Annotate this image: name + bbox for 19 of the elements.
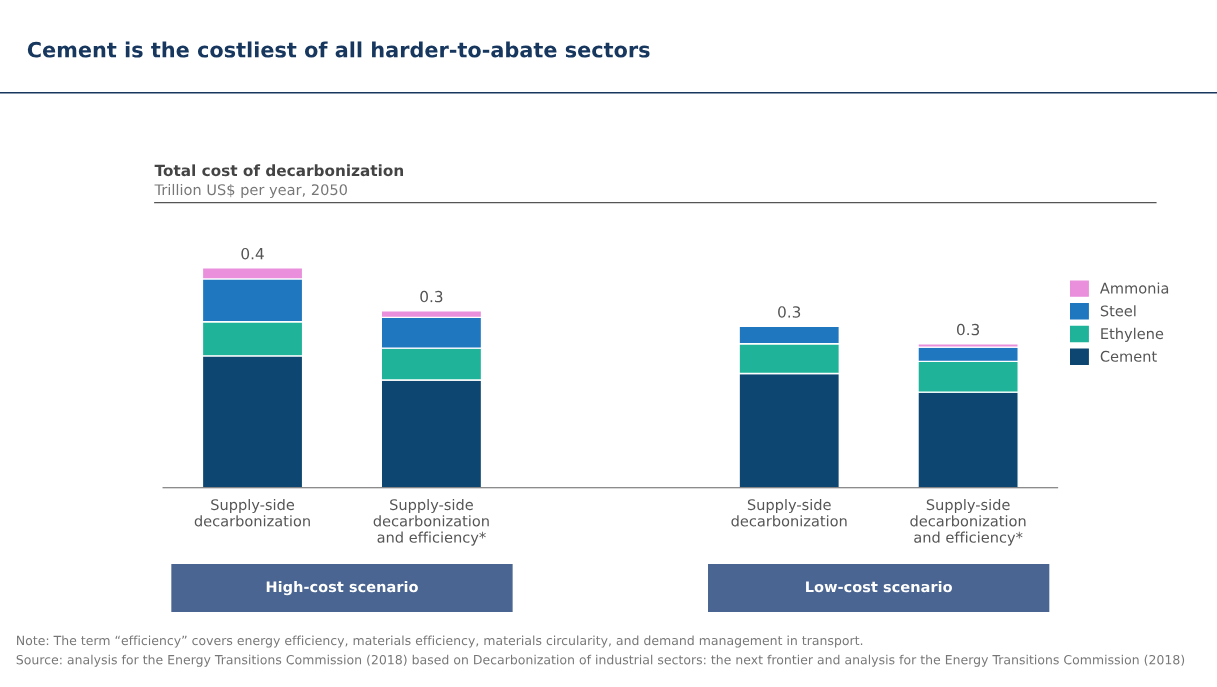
annotation: 0.3 (420, 290, 443, 303)
legend-label: Ethylene (1101, 327, 1164, 342)
text: Note: The term “efficiency” covers energy efficiency, materials efficiency, materials circularity, and demand management in transport. (17, 635, 863, 648)
legend-label: Steel (1100, 305, 1136, 317)
x-tick-label: Supply-side decarbonization (194, 498, 310, 527)
x-tick-label: Supply-side decarbonization and efficiency* (373, 498, 489, 546)
chart-subtitle: Total cost of decarbonization (154, 164, 404, 177)
source-note: Source: analysis for the Energy Transitions Commission (2018) based on Decarbonization of industrial sectors: the next frontier and analysis for the Energy Transitions Commission (2018) (16, 654, 1185, 667)
chart-title: Cement is the costliest of all harder-to-abate sectors (27, 41, 650, 58)
legend-label: Ammonia (1099, 282, 1169, 294)
annotation: 0.3 (956, 323, 980, 336)
text: High-cost scenario (266, 580, 418, 596)
text: 0.4 (241, 247, 264, 260)
annotation: 0.3 (778, 306, 801, 318)
legend-label: Cement (1100, 350, 1157, 362)
y-axis-title: Trillion US$ per year, 2050 (154, 183, 347, 199)
x-tick-label: Supply-side decarbonization and efficiency* (910, 498, 1026, 546)
text: Low-cost scenario (806, 581, 952, 593)
x-tick-label: Supply-side decarbonization (731, 498, 847, 527)
